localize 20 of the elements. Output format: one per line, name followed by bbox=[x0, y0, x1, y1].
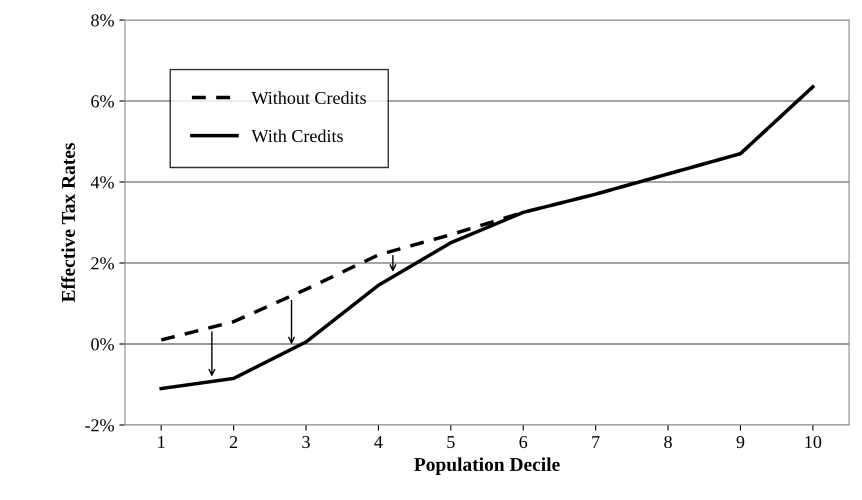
legend-label: Without Credits bbox=[251, 91, 366, 104]
x-tick-label: 2 bbox=[230, 436, 238, 448]
x-tick-label: 9 bbox=[736, 436, 744, 448]
x-tick-label: 5 bbox=[447, 436, 455, 448]
x-tick-label: 1 bbox=[158, 436, 165, 448]
y-tick-label: -2% bbox=[85, 419, 114, 432]
x-tick-label: 3 bbox=[302, 436, 310, 448]
y-tick-label: 2% bbox=[91, 257, 114, 270]
x-tick-label: 6 bbox=[519, 436, 528, 448]
y-tick-label: 8% bbox=[91, 14, 114, 26]
legend-label: With Credits bbox=[251, 129, 343, 142]
x-tick-label: 4 bbox=[374, 436, 383, 448]
x-tick-label: 8 bbox=[664, 436, 672, 448]
y-tick-label: 4% bbox=[90, 176, 114, 188]
y-axis-title: Effective Tax Rates bbox=[61, 143, 75, 302]
y-tick-label: 0% bbox=[91, 338, 114, 350]
x-axis-title: Population Decile bbox=[414, 457, 560, 475]
x-tick-label: 7 bbox=[592, 436, 600, 448]
x-tick-label: 10 bbox=[805, 436, 822, 448]
y-tick-label: 6% bbox=[91, 95, 114, 108]
